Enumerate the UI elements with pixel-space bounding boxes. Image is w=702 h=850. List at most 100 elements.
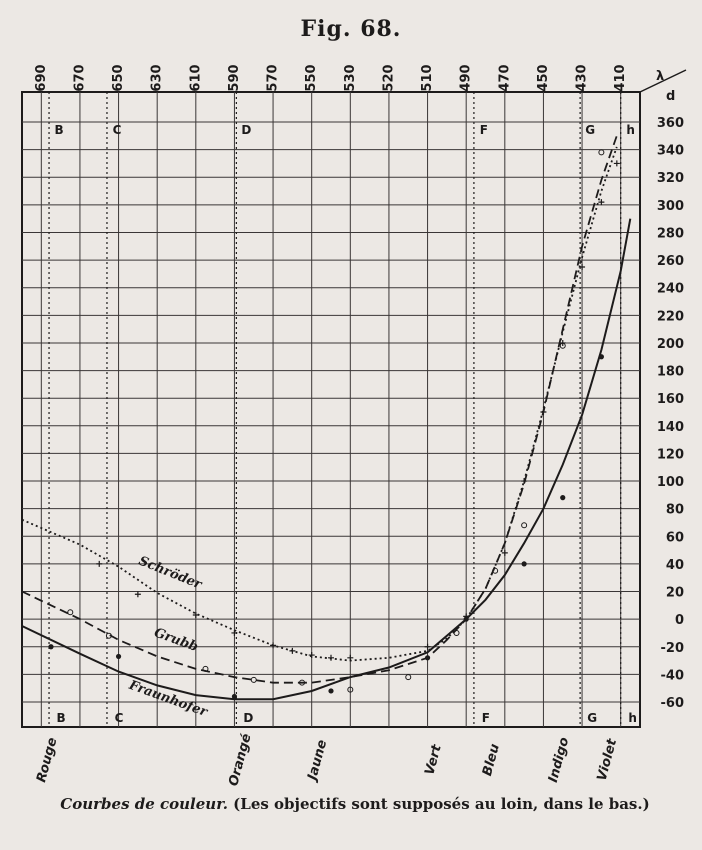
y-tick-label: 280	[657, 226, 684, 241]
x-tick-label: 590	[227, 64, 242, 91]
data-point-dot	[231, 693, 238, 700]
data-point-dot	[598, 354, 604, 360]
data-point-circle	[559, 342, 566, 349]
data-point-plus	[613, 160, 620, 167]
x-tick-label: 490	[459, 64, 474, 91]
x-tick-label: 610	[188, 64, 203, 91]
fraunhofer-letter-bottom: C	[115, 711, 124, 725]
x-tick-label: 690	[34, 64, 49, 91]
data-point-circle	[492, 567, 499, 574]
color-name-label: Jaune	[304, 738, 330, 784]
y-tick-label: 120	[657, 447, 684, 462]
color-curves-chart: 690 670 650 630 610 590 570 550 530 520 510 490 470 4…	[21, 64, 687, 788]
x-tick-label: 470	[497, 64, 512, 91]
figure-caption: Courbes de couleur. (Les objectifs sont …	[20, 792, 690, 816]
x-tick-label: 410	[613, 64, 628, 91]
fraunhofer-letter-top: h	[626, 123, 635, 137]
fraunhofer-letter-top: B	[54, 123, 63, 137]
data-point-dot	[424, 655, 431, 661]
series-curve-schrder	[21, 146, 618, 662]
y-tick-label: 160	[657, 392, 684, 407]
caption-rest: (Les objectifs sont supposés au loin, da…	[227, 795, 650, 813]
fraunhofer-letter-top: G	[585, 123, 595, 137]
data-point-circle	[250, 676, 257, 683]
data-point-plus	[579, 264, 586, 270]
x-tick-label: 510	[420, 64, 435, 91]
series-name-label: Grubb	[152, 625, 200, 655]
y-tick-label: 240	[657, 282, 684, 297]
x-tick-label: 520	[381, 64, 396, 91]
y-tick-label: -60	[661, 696, 685, 711]
y-tick-label: 140	[657, 420, 684, 435]
data-point-circle	[347, 686, 354, 693]
x-tick-label: 570	[266, 64, 281, 91]
data-point-circle	[67, 609, 74, 616]
y-tick-label: 60	[666, 530, 684, 545]
data-point-circle	[299, 679, 306, 686]
lambda-label: λ	[656, 69, 664, 84]
y-tick-label: 180	[657, 365, 684, 380]
series-curve-fraunhofer	[21, 218, 632, 701]
fraunhofer-letter-bottom: D	[243, 711, 253, 725]
x-tick-label: 550	[304, 64, 319, 91]
data-point-plus	[308, 652, 315, 659]
y-tick-label: 80	[666, 503, 684, 518]
data-point-plus	[328, 654, 334, 661]
caption-italic: Courbes de couleur.	[60, 795, 228, 813]
y-tick-label: 340	[657, 144, 684, 159]
x-tick-label: 630	[150, 64, 165, 91]
x-tick-label: 450	[536, 64, 551, 91]
y-tick-label: 40	[666, 558, 684, 573]
y-tick-label: 300	[657, 199, 684, 214]
color-name-label: Bleu	[480, 742, 503, 777]
fraunhofer-letter-bottom: B	[56, 711, 65, 725]
y-tick-label: 260	[657, 254, 684, 269]
color-name-label: Indigo	[546, 736, 572, 784]
data-point-plus	[270, 642, 277, 649]
data-point-circle	[105, 632, 112, 639]
data-point-dot	[328, 688, 334, 694]
y-tick-label: 200	[657, 337, 684, 352]
d-label: d	[666, 89, 675, 104]
data-point-dot	[521, 561, 527, 567]
y-tick-label: 220	[657, 309, 684, 324]
color-name-label: Vert	[422, 743, 445, 777]
data-point-circle	[598, 149, 605, 156]
fraunhofer-letter-bottom: G	[587, 711, 597, 725]
fraunhofer-letter-top: C	[113, 123, 122, 137]
y-tick-label: 320	[657, 171, 684, 186]
series-name-label: Fraunhofer	[126, 678, 210, 721]
data-point-plus	[231, 629, 238, 636]
figure-title: Fig. 68.	[300, 16, 402, 42]
fraunhofer-letter-bottom: h	[628, 711, 637, 725]
data-point-plus	[347, 654, 354, 661]
data-point-plus	[192, 612, 199, 618]
data-point-plus	[598, 199, 605, 206]
fraunhofer-letter-bottom: F	[482, 711, 490, 725]
data-point-circle	[453, 629, 460, 636]
series-name-label: Schröder	[136, 554, 204, 593]
x-tick-label: 430	[575, 64, 590, 91]
data-point-circle	[521, 522, 528, 529]
y-tick-label: 20	[666, 586, 684, 601]
fraunhofer-letter-top: D	[241, 123, 251, 137]
data-point-plus	[501, 549, 508, 556]
y-tick-label: 100	[657, 475, 684, 490]
color-name-label: Rouge	[34, 736, 60, 784]
series-curve-grubb	[21, 135, 618, 684]
x-tick-label: 530	[343, 64, 358, 91]
data-point-plus	[289, 647, 296, 654]
data-point-dot	[115, 653, 122, 660]
data-point-circle	[405, 674, 412, 681]
data-point-circle	[202, 665, 209, 672]
y-tick-label: -40	[661, 668, 685, 683]
data-point-dot	[48, 644, 54, 650]
data-point-dot	[560, 495, 566, 501]
x-tick-label: 650	[111, 64, 126, 91]
data-point-plus	[424, 643, 431, 650]
y-tick-label: 360	[657, 116, 684, 131]
x-tick-label: 670	[72, 64, 87, 91]
plot-frame	[21, 91, 641, 728]
corner-diagonal	[639, 69, 687, 93]
color-name-label: Violet	[595, 737, 621, 783]
